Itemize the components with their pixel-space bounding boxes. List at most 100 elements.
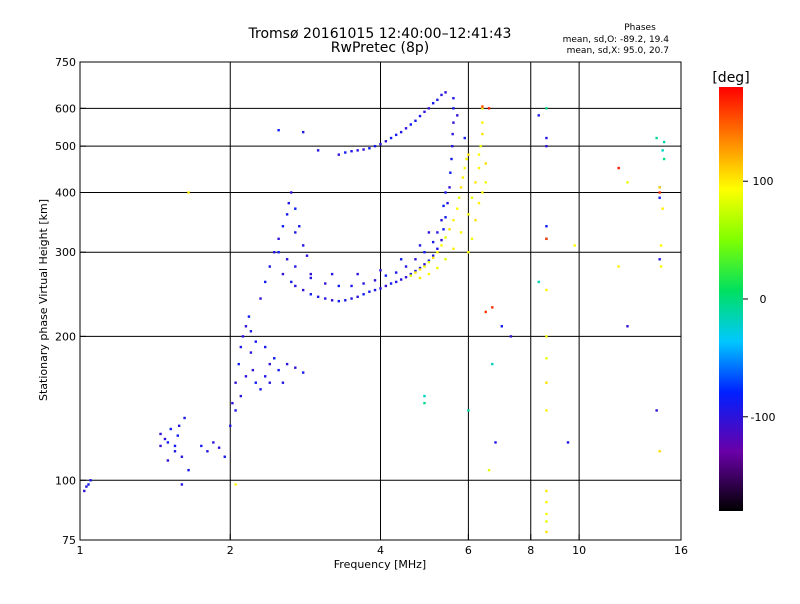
data-point [281,272,285,276]
data-point [264,280,267,284]
data-point [344,151,347,154]
data-point [423,401,426,405]
data-point [166,459,170,462]
data-point [298,225,301,228]
data-point [290,191,293,194]
colorbar-tick-label: 100 [753,175,774,188]
data-point [436,247,439,250]
data-point [409,123,412,126]
data-point [241,335,245,338]
data-point [545,225,548,228]
data-point [166,441,170,444]
data-point [344,299,347,302]
data-point [277,251,280,254]
data-point [268,381,271,384]
data-point [200,444,203,448]
data-point [309,293,312,296]
data-point [487,468,491,472]
data-point [659,265,663,268]
data-point [418,244,422,247]
data-points [83,91,666,534]
data-point [244,325,248,328]
x-tick-label: 8 [527,544,534,557]
data-point [452,247,455,250]
data-point [384,274,388,277]
data-point [273,357,276,360]
data-point [259,388,262,391]
data-point [465,157,468,161]
data-point [159,444,162,448]
data-point [324,297,327,300]
data-point [440,244,443,247]
data-point [658,258,661,261]
data-point [617,166,620,170]
data-point [626,325,629,328]
data-point [163,437,167,441]
data-point [285,362,289,366]
data-point [545,136,548,140]
data-point [477,201,481,205]
data-point [379,142,382,146]
data-point [404,265,408,268]
data-point [418,268,422,271]
x-axis-ticks: 1 2 4 6 8 10 16 [77,534,688,557]
data-point [180,455,184,458]
phases-stat-x: mean, sd,X: 95.0, 20.7 [567,46,669,56]
data-point [423,251,426,254]
data-point [659,244,663,247]
colorbar-tick-label: 0 [760,293,767,306]
data-point [350,150,353,153]
data-point [427,260,431,264]
data-point [316,295,320,299]
data-point [309,272,312,276]
data-point [187,191,190,194]
data-point [474,181,477,184]
data-point [173,444,177,448]
data-point [658,186,661,189]
data-point [324,282,327,285]
y-tick-label: 100 [55,474,76,487]
data-point [484,310,487,314]
data-point [373,288,377,292]
data-point [287,201,290,205]
data-point [362,282,365,285]
data-point [427,272,431,276]
data-point [655,409,658,412]
data-point [264,375,267,378]
data-point [234,483,237,486]
chart-title: Tromsø 20161015 12:40:00–12:41:43 [248,26,512,42]
data-point [384,140,388,143]
y-tick-label: 300 [55,246,76,259]
data-point [545,512,548,516]
data-point [470,237,474,241]
data-point [436,251,439,254]
data-point [545,357,548,360]
phases-title: Phases [624,23,656,33]
data-point [423,263,426,266]
data-point [537,280,540,284]
data-point [494,441,497,444]
data-point [173,450,177,453]
y-tick-label: 400 [55,186,76,199]
x-tick-label: 4 [377,544,384,557]
data-point [509,335,513,338]
data-point [337,299,341,303]
data-point [414,258,417,261]
data-point [239,394,243,398]
data-point [277,128,280,132]
data-point [658,450,661,453]
data-point [418,114,422,118]
gridlines [80,62,681,540]
data-point [474,219,477,222]
data-point [285,213,289,216]
data-point [440,238,443,242]
x-axis-label: Frequency [MHz] [334,558,426,571]
data-point [206,450,209,453]
data-point [290,280,293,284]
data-point [566,441,570,444]
data-point [294,265,297,268]
chart-subtitle: RwPretec (8p) [331,40,429,56]
data-point [350,297,353,300]
data-point [229,424,232,428]
data-point [545,144,548,148]
